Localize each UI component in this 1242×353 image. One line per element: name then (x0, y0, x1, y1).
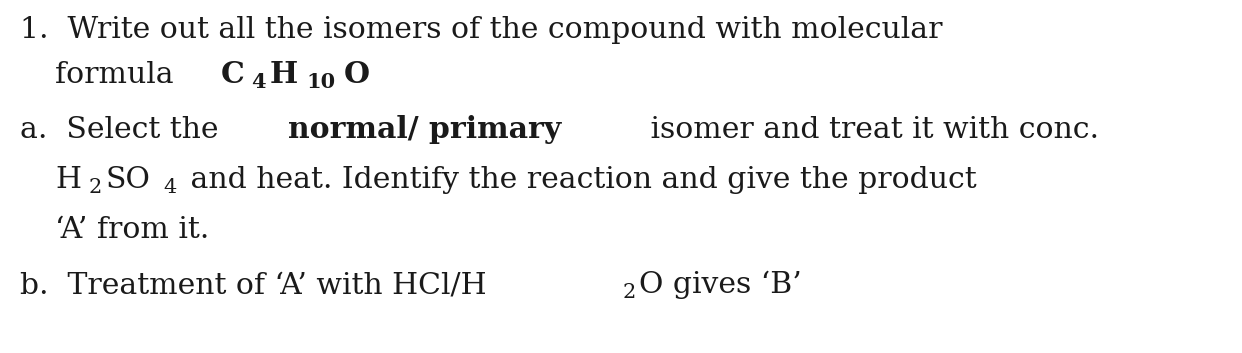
Text: normal/ primary: normal/ primary (288, 115, 561, 144)
Text: isomer and treat it with conc.: isomer and treat it with conc. (641, 116, 1099, 144)
Text: ‘A’ from it.: ‘A’ from it. (55, 216, 209, 244)
Text: O gives ‘B’: O gives ‘B’ (640, 271, 802, 299)
Text: and heat. Identify the reaction and give the product: and heat. Identify the reaction and give… (180, 166, 976, 194)
Text: a.  Select the: a. Select the (20, 116, 229, 144)
Text: H: H (270, 60, 298, 89)
Text: 2: 2 (88, 178, 102, 197)
Text: 1.  Write out all the isomers of the compound with molecular: 1. Write out all the isomers of the comp… (20, 16, 943, 44)
Text: H: H (55, 166, 81, 194)
Text: 2: 2 (622, 283, 636, 302)
Text: formula: formula (55, 61, 183, 89)
Text: 4: 4 (164, 178, 176, 197)
Text: C: C (220, 60, 245, 89)
Text: SO: SO (106, 166, 150, 194)
Text: 10: 10 (307, 72, 335, 92)
Text: 4: 4 (251, 72, 266, 92)
Text: b.  Treatment of ‘A’ with HCl/H: b. Treatment of ‘A’ with HCl/H (20, 271, 487, 299)
Text: O: O (344, 60, 370, 89)
